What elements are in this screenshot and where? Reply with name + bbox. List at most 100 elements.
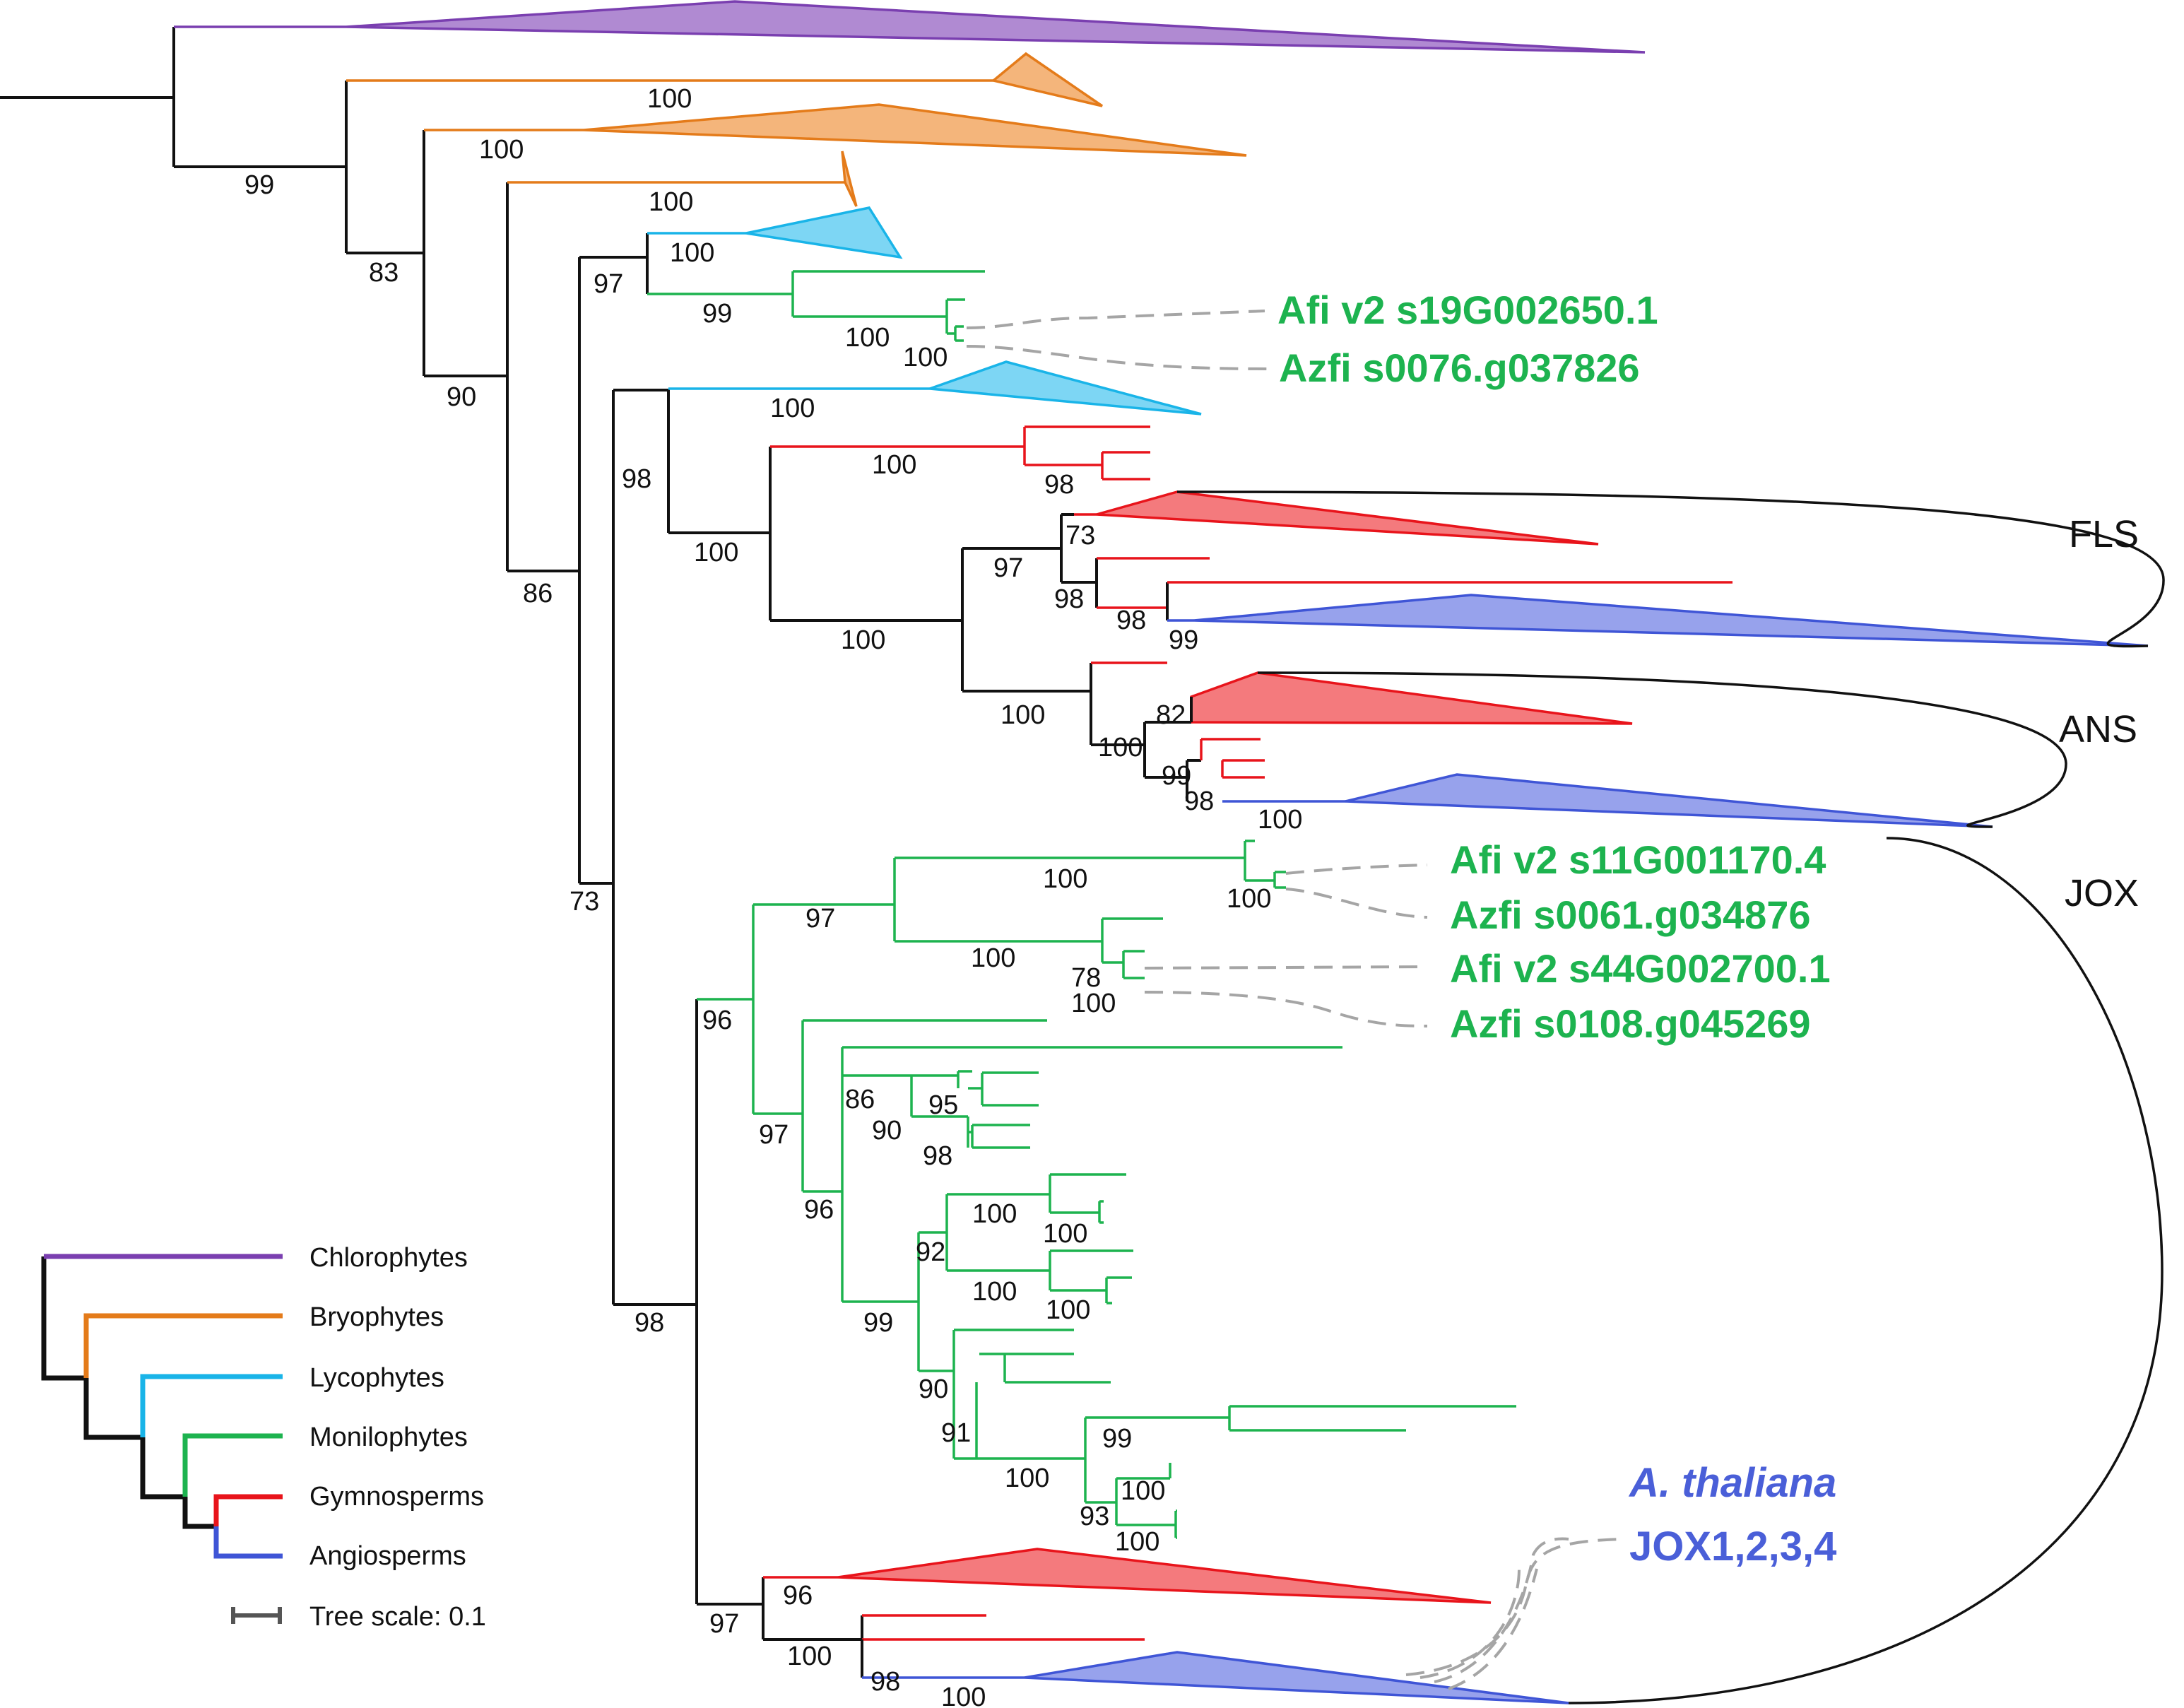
gymnosperm-jox-clade xyxy=(837,1548,1492,1604)
bootstrap-value: 100 xyxy=(670,238,714,268)
bootstrap-value: 100 xyxy=(1000,700,1045,730)
legend-label: Lycophytes xyxy=(309,1363,444,1393)
legend: Chlorophytes Bryophytes Lycophytes Monil… xyxy=(41,1243,486,1632)
bootstrap-value: 97 xyxy=(805,904,835,933)
bootstrap-value: 100 xyxy=(1258,805,1302,835)
bootstrap-value: 97 xyxy=(709,1609,739,1639)
scale-bar xyxy=(231,1607,282,1624)
bootstrap-value: 91 xyxy=(941,1418,971,1448)
bootstrap-value: 100 xyxy=(1043,864,1087,894)
gene-label: Afi v2 s11G001170.4 xyxy=(1450,837,1826,882)
bootstrap-value: 98 xyxy=(1054,584,1084,614)
bootstrap-value: 100 xyxy=(647,84,692,114)
bootstrap-value: 86 xyxy=(845,1085,875,1114)
bootstrap-value: 98 xyxy=(634,1308,664,1338)
bootstrap-value: 96 xyxy=(804,1195,834,1225)
bootstrap-value: 99 xyxy=(1169,625,1198,655)
legend-swatch-bryophytes xyxy=(83,1313,283,1378)
bootstrap-value: 99 xyxy=(244,170,274,200)
bootstrap-value: 98 xyxy=(923,1141,952,1171)
gymnosperm-fls-clade xyxy=(1096,490,1599,546)
bootstrap-value: 97 xyxy=(759,1120,789,1150)
gymnosperm-ans-clade xyxy=(1190,671,1633,725)
seed-plant-jox-clades xyxy=(763,1548,1569,1704)
bootstrap-value: 99 xyxy=(702,299,732,329)
monilophyte-jox-clade xyxy=(697,840,1516,1539)
gene-label: Azfi s0061.g034876 xyxy=(1450,893,1811,937)
legend-swatch-angiosperms xyxy=(213,1526,283,1559)
bootstrap-value: 98 xyxy=(1116,606,1146,635)
bootstrap-value: 100 xyxy=(1071,989,1116,1018)
legend-label: Chlorophytes xyxy=(309,1243,468,1273)
bootstrap-value: 90 xyxy=(919,1374,948,1404)
bootstrap-value: 92 xyxy=(916,1237,945,1267)
bootstrap-value: 93 xyxy=(1080,1502,1109,1531)
clade-label-jox: JOX xyxy=(2065,872,2139,914)
lycophyte-clade-1 xyxy=(745,206,903,259)
scale-label: Tree scale: 0.1 xyxy=(309,1602,486,1632)
bootstrap-value: 82 xyxy=(1156,700,1186,730)
bootstrap-value: 98 xyxy=(870,1667,900,1697)
legend-swatch-lycophytes xyxy=(140,1374,283,1437)
bryophyte-clade-1 xyxy=(991,52,1103,107)
bootstrap-labels: 99 83 90 86 73 100 100 100 97 100 99 100… xyxy=(244,84,1302,1708)
bootstrap-value: 100 xyxy=(1227,884,1271,914)
angiosperm-jox-clade xyxy=(1024,1651,1569,1704)
outgroup-clades xyxy=(174,0,1646,207)
bootstrap-value: 100 xyxy=(649,187,693,217)
bootstrap-value: 100 xyxy=(1098,733,1143,762)
clade-label-ans: ANS xyxy=(2059,708,2137,750)
bootstrap-value: 86 xyxy=(523,579,553,608)
bootstrap-value: 90 xyxy=(447,382,476,412)
bootstrap-value: 100 xyxy=(1115,1527,1159,1557)
athaliana-label: A. thaliana JOX1,2,3,4 xyxy=(1628,1460,1836,1569)
bootstrap-value: 97 xyxy=(594,269,623,299)
bootstrap-value: 98 xyxy=(622,464,651,494)
gene-connectors xyxy=(966,310,1626,1690)
angiosperm-ans-clade xyxy=(1345,773,1993,828)
legend-label: Bryophytes xyxy=(309,1302,444,1332)
backbone-branches xyxy=(0,27,1201,1678)
bootstrap-value: 99 xyxy=(1102,1424,1132,1454)
clade-brackets xyxy=(1176,490,2165,1704)
bootstrap-value: 100 xyxy=(841,625,885,655)
bootstrap-value: 100 xyxy=(1005,1463,1049,1493)
bootstrap-value: 78 xyxy=(1071,963,1101,993)
lycophyte-clade-2 xyxy=(929,360,1202,416)
bootstrap-value: 100 xyxy=(903,343,948,372)
bootstrap-value: 97 xyxy=(993,553,1023,583)
gene-label: Azfi s0108.g045269 xyxy=(1450,1001,1811,1046)
bootstrap-value: 100 xyxy=(770,394,815,423)
legend-label: Angiosperms xyxy=(309,1541,466,1571)
clade-labels: FLS ANS JOX xyxy=(2059,513,2139,914)
bootstrap-value: 100 xyxy=(845,323,890,353)
bootstrap-value: 100 xyxy=(1043,1219,1087,1249)
athaliana-species: A. thaliana xyxy=(1628,1460,1836,1506)
bootstrap-value: 100 xyxy=(1121,1476,1165,1506)
legend-label: Gymnosperms xyxy=(309,1482,484,1512)
bootstrap-value: 73 xyxy=(569,887,599,917)
legend-swatch-gymnosperms xyxy=(213,1494,283,1526)
bootstrap-value: 100 xyxy=(971,943,1015,973)
bootstrap-value: 96 xyxy=(702,1006,732,1035)
bootstrap-value: 100 xyxy=(972,1277,1017,1307)
gene-label: Afi v2 s19G002650.1 xyxy=(1277,288,1658,332)
bootstrap-value: 98 xyxy=(1044,470,1074,500)
bootstrap-value: 90 xyxy=(872,1116,902,1145)
gene-label: Afi v2 s44G002700.1 xyxy=(1450,946,1831,991)
legend-label: Monilophytes xyxy=(309,1423,468,1452)
bootstrap-value: 100 xyxy=(694,538,738,567)
bootstrap-value: 98 xyxy=(1184,787,1214,816)
bootstrap-value: 100 xyxy=(972,1199,1017,1229)
bryophyte-clade-2 xyxy=(583,103,1247,157)
legend-tree-black xyxy=(41,1256,216,1529)
athaliana-genes: JOX1,2,3,4 xyxy=(1629,1524,1836,1569)
chlorophytes-clade xyxy=(346,0,1646,54)
bryophyte-clade-3 xyxy=(841,151,858,207)
clade-label-fls: FLS xyxy=(2069,513,2139,555)
bootstrap-value: 96 xyxy=(783,1581,813,1610)
bootstrap-value: 100 xyxy=(941,1683,986,1708)
bootstrap-value: 100 xyxy=(787,1642,832,1671)
bootstrap-value: 100 xyxy=(872,450,916,480)
